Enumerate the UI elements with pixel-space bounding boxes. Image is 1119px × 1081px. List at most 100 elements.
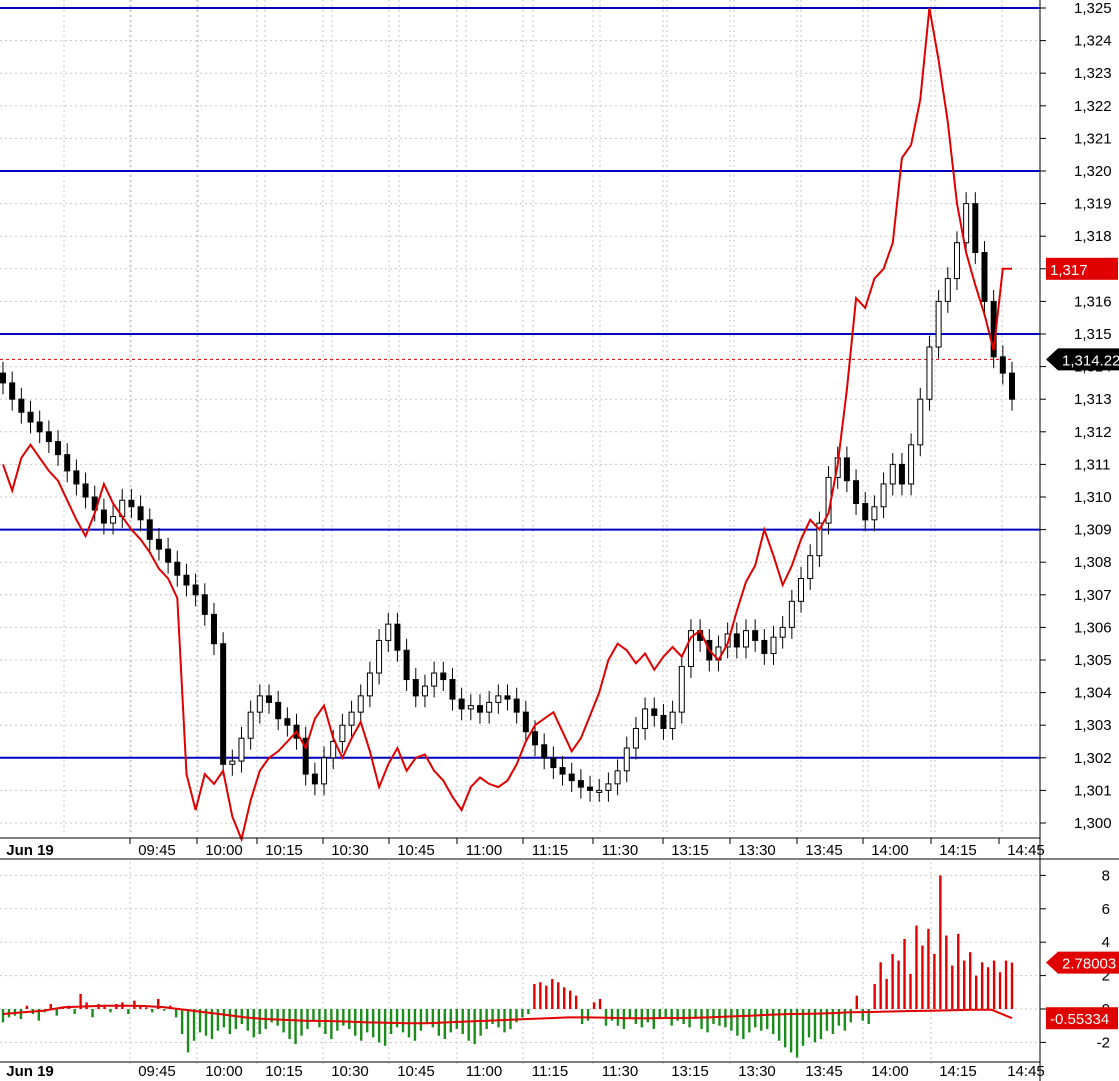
x-tick-label: 11:00 xyxy=(466,842,502,859)
candle xyxy=(82,483,89,498)
candle xyxy=(440,672,447,681)
candle xyxy=(385,623,392,641)
candle xyxy=(678,666,685,713)
candle xyxy=(366,672,373,697)
candle xyxy=(165,548,172,563)
candle xyxy=(742,630,749,648)
histogram-bar xyxy=(37,1009,41,1021)
histogram-bar xyxy=(174,1009,178,1018)
histogram-bar xyxy=(25,1005,29,1009)
y-tick-label: 1,309 xyxy=(1074,522,1112,539)
histogram-bar xyxy=(939,875,942,1009)
candle xyxy=(587,786,594,791)
histogram-bar xyxy=(676,1009,679,1021)
candle xyxy=(972,203,979,254)
candle xyxy=(513,698,520,713)
candle xyxy=(449,679,456,700)
histogram-bar xyxy=(294,1009,297,1045)
histogram-bar xyxy=(383,1009,387,1046)
candle xyxy=(550,757,557,769)
histogram-bar xyxy=(592,1002,596,1009)
candle xyxy=(348,711,355,726)
candle xyxy=(1009,372,1015,400)
histogram-bar xyxy=(730,1009,733,1031)
histogram-bar xyxy=(664,1009,667,1018)
candle xyxy=(623,747,630,772)
histogram-bar xyxy=(258,1009,261,1035)
price-tag-level: 1,314.22 xyxy=(1046,348,1119,371)
histogram-bar xyxy=(574,995,578,1009)
histogram-bar xyxy=(127,1009,130,1015)
candle xyxy=(321,757,328,785)
candle xyxy=(843,457,850,482)
candle xyxy=(862,503,869,521)
price-tag-last-label: 1,317 xyxy=(1050,262,1088,279)
candle xyxy=(788,600,795,628)
candle xyxy=(229,760,236,765)
candle xyxy=(247,711,254,739)
histogram-bar xyxy=(766,1009,769,1030)
histogram-bar xyxy=(210,1009,214,1040)
candle xyxy=(522,711,529,733)
histogram-bar xyxy=(760,1009,763,1031)
histogram-bar xyxy=(157,998,160,1009)
price-tag-last-shape xyxy=(1046,257,1118,280)
x-tick-label: 13:30 xyxy=(738,1063,776,1080)
histogram-bar xyxy=(413,1009,417,1041)
histogram-bar xyxy=(348,1009,351,1030)
histogram-bar xyxy=(801,1009,805,1046)
histogram-bar xyxy=(789,1009,793,1053)
sub-y-tick-label: 6 xyxy=(1102,901,1110,918)
histogram-bar xyxy=(754,1009,757,1028)
candle xyxy=(302,737,309,775)
candle xyxy=(357,695,364,713)
y-tick-label: 1,316 xyxy=(1074,293,1112,310)
histogram-bar xyxy=(497,1009,500,1028)
histogram-bar xyxy=(819,1009,823,1040)
histogram-bar xyxy=(586,1009,590,1021)
candle xyxy=(761,639,768,654)
candle xyxy=(183,574,190,586)
y-tick-label: 1,325 xyxy=(1074,0,1112,17)
y-tick-label: 1,323 xyxy=(1074,65,1112,82)
histogram-bar xyxy=(288,1009,291,1040)
candle xyxy=(376,639,383,674)
x-tick-label: 14:15 xyxy=(939,1063,977,1080)
signal-line xyxy=(2,1004,1013,1025)
x-tick-label: 13:45 xyxy=(805,842,843,859)
histogram-bar xyxy=(963,960,966,1009)
x-tick-label: 14:00 xyxy=(871,842,909,859)
histogram-bar xyxy=(1,1009,5,1023)
histogram-bar xyxy=(180,1009,184,1035)
candle xyxy=(110,516,117,524)
histogram-bar xyxy=(139,1005,142,1009)
histogram-bar xyxy=(634,1009,638,1025)
candle xyxy=(73,470,80,485)
histogram-bar xyxy=(658,1009,661,1020)
candle xyxy=(0,372,6,384)
price-tag-last: 1,317 xyxy=(1046,257,1118,280)
histogram-bar xyxy=(252,1009,255,1038)
candle xyxy=(568,773,575,782)
histogram-bar xyxy=(419,1009,423,1031)
candle xyxy=(403,649,410,681)
histogram-bar xyxy=(109,1009,112,1013)
histogram-bar xyxy=(951,965,954,1009)
candle xyxy=(27,411,34,423)
histogram-bar xyxy=(557,982,560,1009)
candle xyxy=(394,623,401,651)
y-tick-label: 1,307 xyxy=(1074,587,1112,604)
x-tick-label: 14:00 xyxy=(871,1063,909,1080)
histogram-bar xyxy=(568,990,572,1009)
histogram-bar xyxy=(443,1009,447,1040)
histogram-bar xyxy=(969,952,972,1009)
histogram-bar xyxy=(742,1009,745,1040)
candle xyxy=(9,382,16,400)
candle xyxy=(807,555,814,579)
histogram-bar xyxy=(306,1009,309,1030)
y-tick-label: 1,300 xyxy=(1074,815,1112,832)
histogram-bar xyxy=(1004,960,1008,1009)
histogram-bar xyxy=(467,1009,470,1041)
histogram-bar xyxy=(216,1009,220,1031)
candle xyxy=(660,714,667,729)
